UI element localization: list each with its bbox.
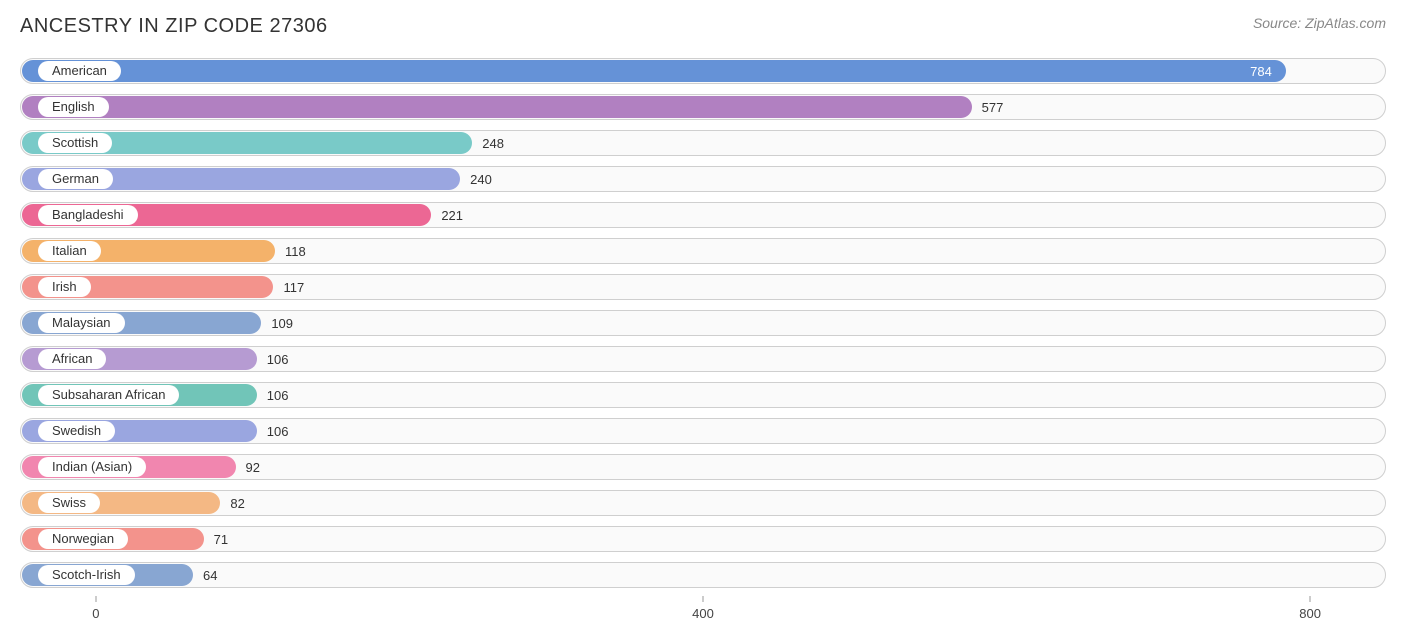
- bar-value-label: 64: [203, 566, 217, 586]
- bar-category-pill: Swiss: [38, 493, 100, 513]
- bar-fill: [22, 60, 1286, 82]
- bar-value-label: 106: [267, 350, 289, 370]
- bar-value-label: 92: [246, 458, 260, 478]
- bar-value-label: 109: [271, 314, 293, 334]
- bar-row: Irish 117: [20, 274, 1386, 300]
- bar-row: Swedish 106: [20, 418, 1386, 444]
- axis-tick-label: 400: [692, 606, 714, 621]
- bar-row: Swiss 82: [20, 490, 1386, 516]
- bar-value-label: 117: [283, 278, 304, 298]
- bar-value-label: 248: [482, 134, 504, 154]
- axis-tick-mark: [95, 596, 96, 602]
- bar-category-pill: Scotch-Irish: [38, 565, 135, 585]
- bar-value-label: 118: [285, 242, 306, 262]
- bar-category-pill: American: [38, 61, 121, 81]
- bar-category-pill: African: [38, 349, 106, 369]
- axis-tick-mark: [703, 596, 704, 602]
- bar-category-pill: Indian (Asian): [38, 457, 146, 477]
- bar-row: American 784: [20, 58, 1386, 84]
- bar-row: Bangladeshi 221: [20, 202, 1386, 228]
- bar-category-pill: Malaysian: [38, 313, 125, 333]
- bar-value-label: 784: [1250, 62, 1272, 82]
- bar-row: Indian (Asian) 92: [20, 454, 1386, 480]
- chart-area: American 784 English 577 Scottish 248 German 24…: [20, 58, 1386, 628]
- bar-category-pill: Italian: [38, 241, 101, 261]
- bar-category-pill: Swedish: [38, 421, 115, 441]
- bar-row: Subsaharan African 106: [20, 382, 1386, 408]
- chart-title: ANCESTRY IN ZIP CODE 27306: [20, 15, 328, 38]
- bar-category-pill: Norwegian: [38, 529, 128, 549]
- chart-source: Source: ZipAtlas.com: [1253, 15, 1386, 31]
- bar-value-label: 221: [441, 206, 463, 226]
- bar-category-pill: English: [38, 97, 109, 117]
- bar-row: Italian 118: [20, 238, 1386, 264]
- bar-category-pill: Subsaharan African: [38, 385, 179, 405]
- x-axis: 0 400 800: [20, 598, 1386, 628]
- bar-row: Norwegian 71: [20, 526, 1386, 552]
- bar-category-pill: Scottish: [38, 133, 112, 153]
- bar-row: English 577: [20, 94, 1386, 120]
- bar-row: Scotch-Irish 64: [20, 562, 1386, 588]
- bar-row: African 106: [20, 346, 1386, 372]
- axis-tick-label: 800: [1299, 606, 1321, 621]
- bar-track: [20, 562, 1386, 588]
- bar-category-pill: Bangladeshi: [38, 205, 138, 225]
- bar-fill: [22, 96, 972, 118]
- bar-track: [20, 490, 1386, 516]
- axis-tick-label: 0: [92, 606, 99, 621]
- bar-row: Malaysian 109: [20, 310, 1386, 336]
- bar-value-label: 240: [470, 170, 492, 190]
- axis-tick-mark: [1310, 596, 1311, 602]
- bar-value-label: 106: [267, 422, 289, 442]
- bar-category-pill: German: [38, 169, 113, 189]
- bar-category-pill: Irish: [38, 277, 91, 297]
- bar-value-label: 577: [982, 98, 1004, 118]
- bar-value-label: 82: [230, 494, 244, 514]
- bar-row: German 240: [20, 166, 1386, 192]
- bar-value-label: 106: [267, 386, 289, 406]
- bar-row: Scottish 248: [20, 130, 1386, 156]
- bar-value-label: 71: [214, 530, 228, 550]
